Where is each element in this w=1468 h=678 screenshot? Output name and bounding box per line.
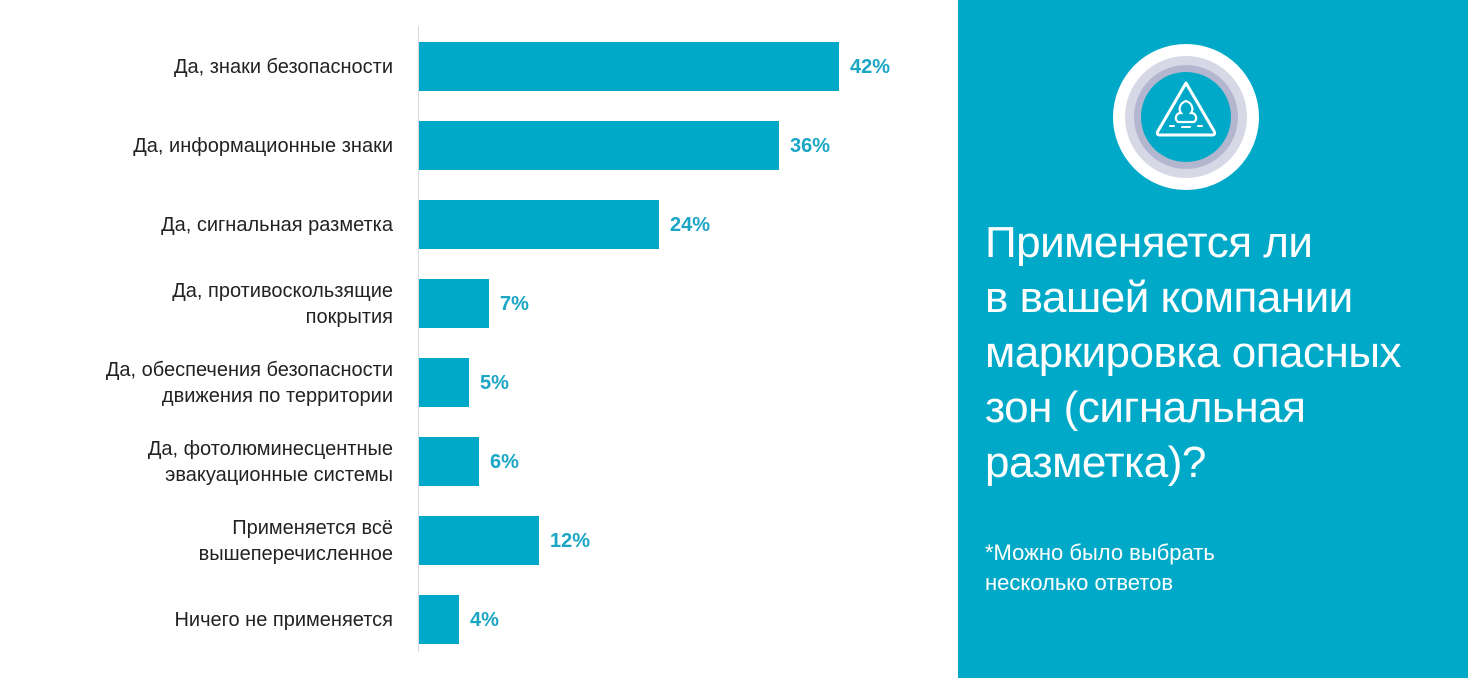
value-label: 24% [670,213,711,236]
question-title: Применяется ли в вашей компании маркиров… [985,215,1465,490]
question-line: зон (сигнальная [985,383,1306,432]
bar [419,279,489,328]
category-label: Да, сигнальная разметка [0,212,393,238]
chart-canvas [418,26,839,652]
question-line: Применяется ли [985,218,1313,267]
value-label: 12% [550,529,591,552]
bar [419,437,479,486]
category-label-line: Да, фотолюминесцентные [147,437,393,460]
value-label: 36% [790,134,831,157]
category-label-line: Ничего не применяется [174,608,393,631]
category-label-line: Да, обеспечения безопасности [105,358,393,381]
category-label-line: Да, противоскользящие [172,279,393,302]
bar [419,42,839,91]
footnote: *Можно было выбрать несколько ответов [985,538,1445,598]
value-label: 7% [500,292,529,315]
category-label: Да, фотолюминесцентные эвакуационные сист… [0,436,393,488]
category-label-line: Да, сигнальная разметка [161,213,393,236]
value-label: 6% [490,450,519,473]
bar [419,358,469,407]
question-line: в вашей компании [985,273,1353,322]
category-label: Да, обеспечения безопасности движения по … [0,357,393,409]
value-label: 5% [480,371,509,394]
question-panel: Применяется ли в вашей компании маркиров… [958,0,1468,678]
question-line: маркировка опасных [985,328,1401,377]
category-label-line: движения по территории [161,384,393,407]
category-label: Применяется всё вышеперечисленное [0,515,393,567]
category-label-line: Да, информационные знаки [133,134,393,157]
bar [419,200,659,249]
bar [419,121,779,170]
hazard-warning-triangle-icon [1113,44,1259,190]
hazard-badge [1112,43,1260,191]
category-label: Да, информационные знаки [0,133,393,159]
bar [419,595,459,644]
category-label-line: Применяется всё [232,516,393,539]
value-label: 4% [470,608,499,631]
footnote-line: *Можно было выбрать [985,540,1215,565]
category-label-line: покрытия [305,305,393,328]
value-label: 42% [850,55,891,78]
category-label: Да, противоскользящие покрытия [0,278,393,330]
category-label-line: вышеперечисленное [198,542,393,565]
category-label-line: Да, знаки безопасности [173,55,393,78]
category-label: Ничего не применяется [0,607,393,633]
footnote-line: несколько ответов [985,570,1174,595]
category-label-line: эвакуационные системы [165,463,393,486]
bar [419,516,539,565]
question-line: разметка)? [985,438,1206,487]
category-label: Да, знаки безопасности [0,54,393,80]
bar-chart: Да, знаки безопасности 42% Да, информацион… [0,26,891,652]
